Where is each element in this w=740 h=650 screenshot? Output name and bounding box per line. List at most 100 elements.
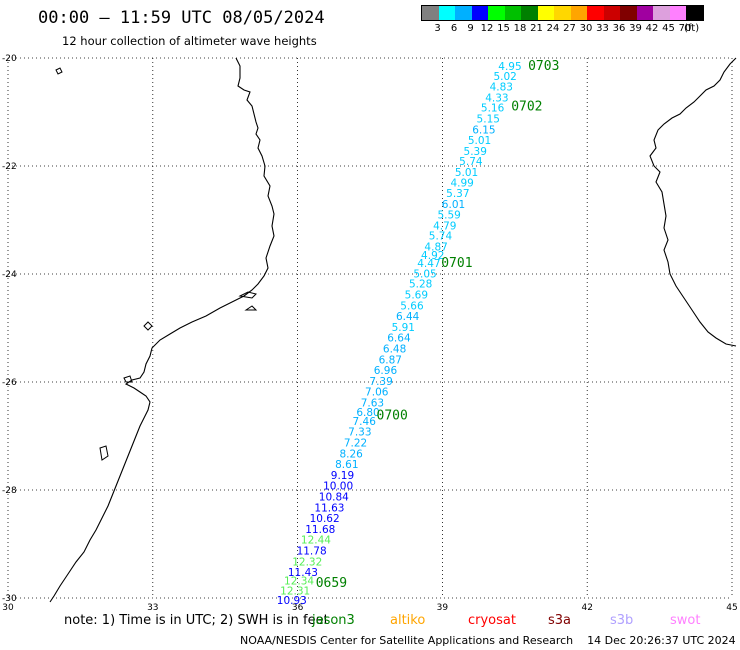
wave-height-value: 4.87 [424,241,447,253]
credit-text: NOAA/NESDIS Center for Satellite Applica… [240,634,574,647]
footnote: note: 1) Time is in UTC; 2) SWH is in fe… [64,613,329,628]
track-time-label: 0700 [377,408,408,423]
wave-height-value: 7.06 [365,387,389,399]
altimeter-track: 4.955.024.834.335.165.156.155.015.395.74… [277,61,522,607]
legend-label: 6 [450,23,458,34]
y-tick-label: -26 [2,378,17,388]
satellite-label-swot: swot [670,613,701,628]
wave-height-value: 5.01 [455,167,478,179]
legend-swatch [620,6,637,20]
legend-label: 36 [612,23,626,34]
wave-height-value: 7.39 [369,376,392,388]
wave-height-value: 5.74 [429,231,453,243]
track-time-labels: 0703 0702 0701 0700 0659 [316,59,560,591]
wave-height-value: 10.62 [310,513,340,525]
y-tick-label: -20 [2,54,17,64]
wave-height-value: 5.16 [481,103,505,115]
wave-height-value: 12.31 [280,585,310,597]
legend-label: 70 [678,23,692,34]
legend-swatch [504,6,521,20]
wave-height-value: 7.46 [353,416,377,428]
wave-height-value: 6.64 [387,333,411,345]
legend-swatch [438,6,455,20]
y-tick-label: -22 [2,162,17,172]
coastlines [49,57,737,603]
legend-swatch [537,6,554,20]
legend-label: 9 [467,23,474,34]
wave-height-value: 5.59 [437,210,460,222]
legend-label: 15 [497,23,510,34]
wave-height-value: 11.43 [288,567,318,579]
legend-label: 24 [546,23,560,34]
wave-height-value: 10.93 [277,595,307,607]
legend-swatch [471,6,488,20]
satellite-label-jason3: jason3 [312,613,355,628]
coastline-madagascar [649,57,737,347]
credit-timestamp: 14 Dec 20:26:37 UTC 2024 [587,634,736,647]
x-tick-label: 36 [292,603,304,613]
legend-label: (ft) [684,23,700,34]
wave-height-value: 5.15 [477,113,500,125]
wave-height-value: 7.63 [361,398,384,410]
wave-height-value: 6.87 [379,354,402,366]
coastline-africa [49,57,275,603]
wave-height-value: 4.33 [485,92,508,104]
legend-swatch [587,6,604,20]
wave-height-value: 12.44 [301,535,331,547]
wave-height-value: 10.84 [319,491,349,503]
wave-height-value: 5.02 [493,71,516,83]
wave-height-value: 5.74 [459,156,483,168]
wave-height-value: 5.28 [409,279,432,291]
wave-height-value: 4.47 [417,258,440,270]
legend-label: 27 [563,23,576,34]
wave-height-value: 6.15 [472,124,495,136]
legend-swatch [488,6,505,20]
wave-height-value: 11.63 [314,502,344,514]
wave-height-value: 8.26 [339,448,363,460]
legend-label: 33 [596,23,609,34]
wave-height-value: 5.01 [468,135,491,147]
credit-line: NOAA/NESDIS Center for Satellite Applica… [240,634,736,647]
legend-swatch [521,6,538,20]
legend-swatch [554,6,571,20]
wave-height-value: 8.61 [335,459,358,471]
legend-swatches [421,5,704,21]
legend-swatch [686,6,703,20]
wave-height-value: 4.95 [498,61,521,73]
wave-height-value: 6.96 [374,365,398,377]
wave-height-value: 6.48 [383,344,406,356]
x-tick-label: 39 [437,603,449,613]
wave-height-value: 12.34 [284,576,314,588]
legend-labels: 3 6 9 12 15 18 21 24 27 30 33 36 39 42 45 70 (ft) [421,21,704,35]
page-subtitle: 12 hour collection of altimeter wave hei… [62,34,317,48]
track-time-label: 0703 [528,59,559,74]
wave-height-value: 7.22 [344,437,367,449]
wave-height-value: 5.91 [392,322,415,334]
wave-height-value: 10.00 [323,481,353,493]
wave-height-value: 5.69 [405,290,428,302]
wave-height-value: 5.37 [446,188,469,200]
wave-height-value: 9.19 [331,470,354,482]
color-legend: 3 6 9 12 15 18 21 24 27 30 33 36 39 42 45 70 (ft) [421,5,704,35]
track-time-label: 0659 [316,576,347,591]
track-time-label: 0701 [441,256,472,271]
legend-label: 42 [645,23,659,34]
wave-height-value: 4.99 [450,178,473,190]
wave-height-value: 4.79 [433,220,456,232]
legend-swatch [422,6,439,20]
legend-swatch [603,6,620,20]
wave-height-value: 7.33 [348,427,371,439]
satellite-label-s3b: s3b [610,613,634,628]
legend-swatch [636,6,653,20]
satellite-label-altiko: altiko [390,613,426,628]
wave-height-value: 5.05 [413,268,436,280]
x-tick-label: 42 [581,603,592,613]
x-tick-label: 45 [726,603,737,613]
legend-label: 21 [530,23,543,34]
legend-label: 30 [579,23,593,34]
x-tick-label: 30 [2,603,14,613]
map-grid [7,57,733,599]
wave-height-value: 5.39 [464,146,487,158]
legend-swatch [653,6,670,20]
legend-swatch [455,6,472,20]
